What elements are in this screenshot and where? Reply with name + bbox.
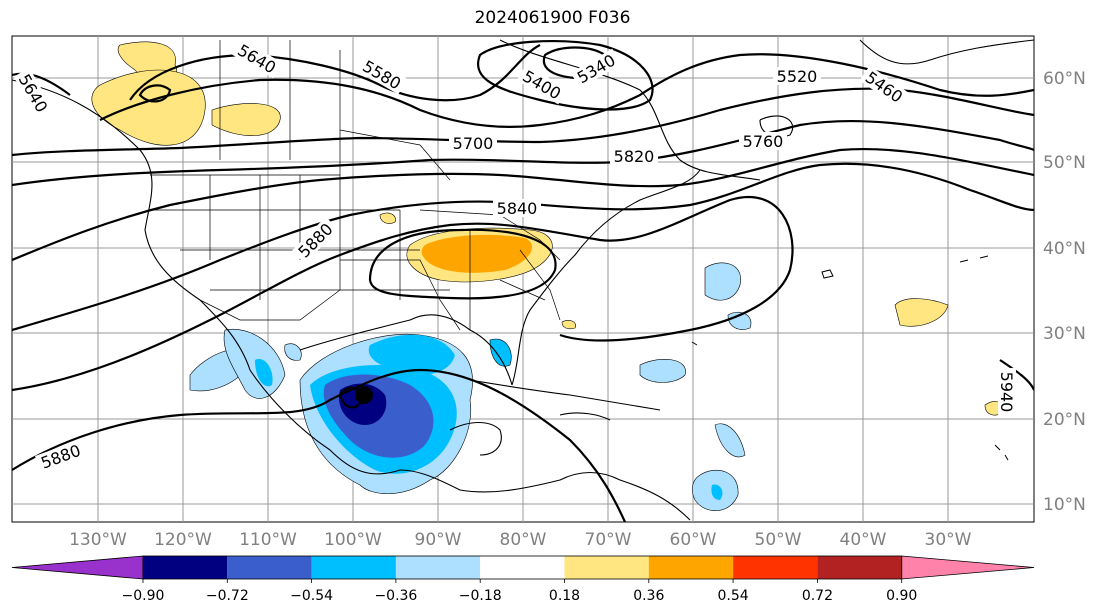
contour-label-bg xyxy=(291,216,339,264)
lon-label: 70°W xyxy=(585,530,632,550)
contour-label-bg xyxy=(13,67,54,119)
colorbar-tick-label: −0.18 xyxy=(459,588,502,604)
colorbar-tick-label: −0.36 xyxy=(374,588,417,604)
colorbar-tick-label: 0.36 xyxy=(633,588,664,604)
contour-label-bg xyxy=(356,54,408,95)
shaded-positive-ohio-valley xyxy=(379,212,553,283)
colorbar-tick-label: −0.54 xyxy=(290,588,333,604)
colorbar-tick-labels: −0.90 −0.72 −0.54 −0.36 −0.18 0.18 0.36 0.54 0.7… xyxy=(122,579,917,604)
colorbar-tick-label: −0.72 xyxy=(206,588,249,604)
lon-label: 90°W xyxy=(415,530,462,550)
contour-label: 5520 xyxy=(777,67,818,86)
colorbar-extend-min xyxy=(11,555,144,580)
colorbar-segment xyxy=(564,556,649,579)
contour-label-bg xyxy=(773,67,821,85)
storm-center-dot xyxy=(355,386,373,404)
contour-label-bg xyxy=(610,147,658,165)
islands xyxy=(691,255,1009,461)
colorbar-tick-label: 0.18 xyxy=(549,588,580,604)
contour-label: 5820 xyxy=(614,147,655,166)
lon-label: 80°W xyxy=(500,530,547,550)
contour-label: 5840 xyxy=(497,199,538,218)
contour-label: 5700 xyxy=(453,134,494,153)
lon-label: 60°W xyxy=(670,530,717,550)
contour-label-bg xyxy=(739,132,787,150)
contour-label-bg xyxy=(998,368,1016,416)
colorbar-segment xyxy=(227,556,312,579)
colorbar xyxy=(11,555,1035,580)
map-title: 2024061900 F036 xyxy=(474,8,631,28)
shaded-mexico-gulf-region xyxy=(189,328,512,494)
contour-label: 5760 xyxy=(743,132,784,151)
colorbar-segment xyxy=(395,556,481,579)
coastlines xyxy=(12,39,1034,521)
longitude-labels: 130°W 120°W 110°W 100°W 90°W 80°W 70°W 60°W 50°W… xyxy=(69,530,972,550)
colorbar-tick-label: 0.90 xyxy=(886,588,917,604)
contour-label-bg xyxy=(493,199,541,217)
colorbar-tick-label: 0.72 xyxy=(802,588,833,604)
lat-label: 10°N xyxy=(1043,495,1086,515)
lon-label: 100°W xyxy=(324,530,382,550)
contour-label: 5940 xyxy=(997,372,1016,413)
shaded-negative-region-pacific-nw xyxy=(91,41,281,146)
contour-label-bg xyxy=(570,48,622,89)
contour-label-bg xyxy=(35,439,87,473)
colorbar-segment xyxy=(480,556,565,579)
lon-label: 30°W xyxy=(925,530,972,550)
colorbar-segment xyxy=(817,556,902,579)
colorbar-segment xyxy=(733,556,818,579)
colorbar-segment xyxy=(143,556,228,579)
lon-label: 40°W xyxy=(840,530,887,550)
contour-label-bg xyxy=(516,64,568,105)
colorbar-tick-label: −0.90 xyxy=(122,588,165,604)
lat-label: 60°N xyxy=(1043,69,1086,89)
lon-label: 50°W xyxy=(755,530,802,550)
lat-label: 30°N xyxy=(1043,324,1086,344)
contour-label-bg xyxy=(859,65,910,108)
colorbar-tick-label: 0.54 xyxy=(718,588,749,604)
height-contours xyxy=(12,40,1034,522)
colorbar-extend-max xyxy=(901,555,1035,580)
colorbar-frame xyxy=(142,555,903,580)
colorbar-segment xyxy=(648,556,734,579)
lat-label: 50°N xyxy=(1043,153,1086,173)
lon-label: 130°W xyxy=(69,530,127,550)
lat-label: 40°N xyxy=(1043,239,1086,259)
contour-label-bg xyxy=(449,134,497,152)
contour-label-bg xyxy=(231,38,283,79)
lon-label: 120°W xyxy=(154,530,212,550)
lat-label: 20°N xyxy=(1043,410,1086,430)
latitude-labels: 60°N 50°N 40°N 30°N 20°N 10°N xyxy=(1043,69,1086,515)
colorbar-segment xyxy=(311,556,396,579)
lon-label: 110°W xyxy=(239,530,297,550)
